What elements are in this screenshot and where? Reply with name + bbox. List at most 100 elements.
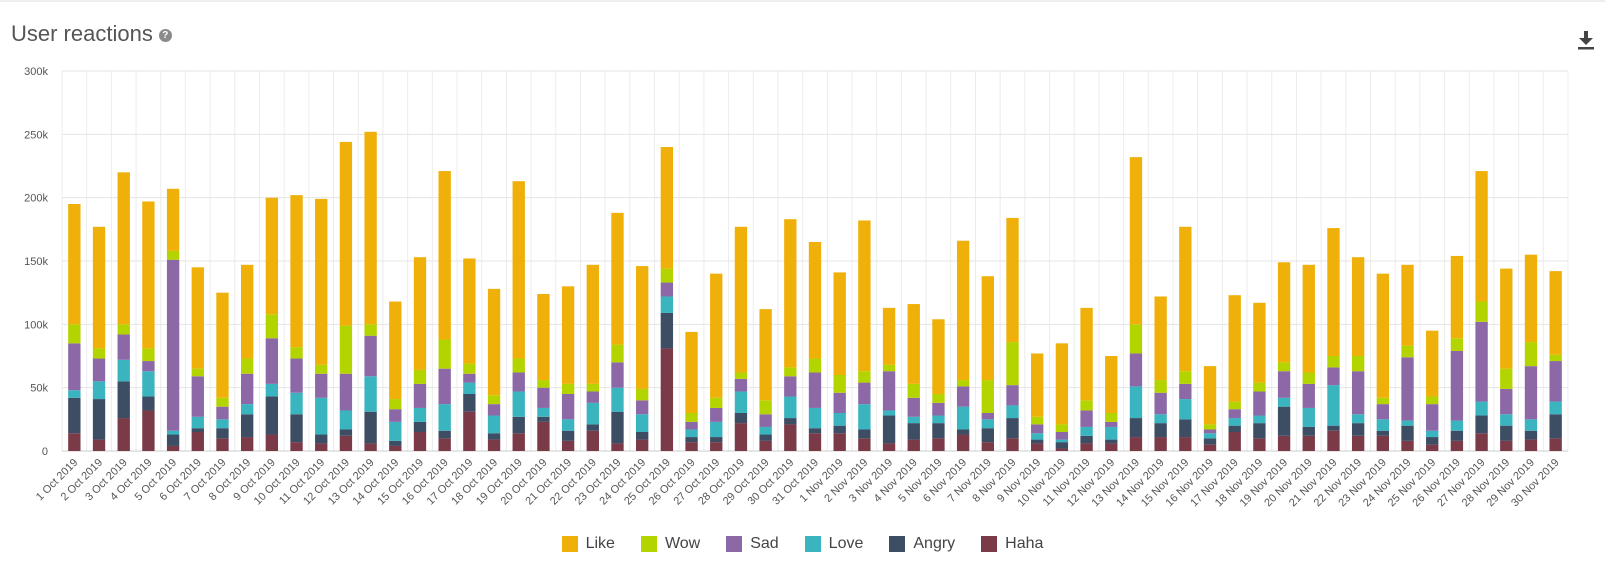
- bar-segment-love: 23 Nov 2019 — Love: 9000: [1376, 419, 1390, 431]
- bar-segment-haha: 18 Nov 2019 — Haha: 10000: [1253, 438, 1266, 451]
- bar-segment-love: 4 Oct 2019 — Love: 20000: [142, 371, 155, 397]
- bar-segment-wow: 30 Nov 2019 — Wow: 5000: [1549, 354, 1562, 362]
- bar-segment-wow: 6 Nov 2019 — Wow: 5000: [956, 380, 970, 387]
- bar-segment-haha: 10 Nov 2019 — Haha: 2000: [1055, 448, 1069, 451]
- bar-segment-angry: 2 Nov 2019 — Angry: 7000: [858, 429, 871, 439]
- legend-item-wow[interactable]: Wow: [640, 535, 700, 553]
- legend-item-like[interactable]: Like: [561, 535, 615, 553]
- bar-segment-wow: 10 Oct 2019 — Wow: 9000: [290, 347, 303, 359]
- bar-segment-like: 17 Oct 2019 — Like: 83000: [463, 258, 476, 364]
- bar-segment-angry: 6 Nov 2019 — Angry: 4000: [956, 429, 970, 435]
- bar-segment-wow: 20 Nov 2019 — Wow: 9000: [1302, 372, 1315, 384]
- bar-segment-sad: 19 Oct 2019 — Sad: 15000: [512, 372, 525, 392]
- bar-segment-love: 15 Nov 2019 — Love: 16000: [1179, 399, 1192, 420]
- bar-segment-sad: 14 Oct 2019 — Sad: 10000: [389, 409, 402, 422]
- bar-segment-haha: 19 Oct 2019 — Haha: 14000: [512, 433, 525, 451]
- bar-segment-sad: 9 Oct 2019 — Sad: 36000: [265, 338, 279, 384]
- bar-segment-love: 5 Oct 2019 — Love: 3000: [166, 430, 180, 435]
- bar-segment-sad: 30 Oct 2019 — Sad: 16000: [784, 376, 797, 397]
- bar-segment-love: 22 Oct 2019 — Love: 17000: [586, 402, 599, 425]
- bar-segment-sad: 18 Oct 2019 — Sad: 9000: [487, 404, 501, 416]
- top-divider: [0, 0, 1605, 2]
- bar-segment-wow: 10 Nov 2019 — Wow: 6000: [1055, 424, 1069, 432]
- legend-item-haha[interactable]: Haha: [981, 535, 1043, 553]
- stacked-bar-chart: 0 50k 100k 150k 200k 250k 300k 1 Oct 2019 — Hah…: [24, 66, 1569, 509]
- bar-segment-love: 3 Oct 2019 — Love: 17000: [117, 359, 130, 382]
- bar-segment-angry: 14 Nov 2019 — Angry: 11000: [1154, 423, 1167, 438]
- bar-segment-angry: 23 Oct 2019 — Angry: 25000: [611, 411, 624, 444]
- bar-segment-sad: 25 Nov 2019 — Sad: 21000: [1426, 404, 1439, 431]
- legend-swatch: [561, 536, 578, 552]
- bar-segment-like: 25 Oct 2019 — Like: 96000: [660, 147, 674, 269]
- bar-segment-love: 12 Nov 2019 — Love: 10000: [1105, 426, 1118, 440]
- bar-segment-wow: 12 Oct 2019 — Wow: 38000: [339, 325, 353, 374]
- bar-segment-wow: 15 Oct 2019 — Wow: 11000: [413, 369, 427, 384]
- bar-segment-like: 22 Oct 2019 — Like: 94000: [586, 264, 599, 384]
- legend-swatch: [640, 536, 657, 552]
- bar-segment-like: 8 Oct 2019 — Like: 74000: [240, 264, 254, 359]
- bar-segment-haha: 13 Nov 2019 — Haha: 11000: [1129, 437, 1143, 451]
- bar-segment-love: 18 Oct 2019 — Love: 14000: [487, 415, 501, 434]
- bar-segment-wow: 4 Nov 2019 — Wow: 11000: [907, 383, 920, 398]
- bar-segment-like: 10 Nov 2019 — Like: 64000: [1055, 343, 1069, 425]
- bar-segment-love: 9 Nov 2019 — Love: 5000: [1031, 433, 1044, 440]
- bar-segment-wow: 9 Oct 2019 — Wow: 19000: [265, 314, 279, 339]
- bar-segment-like: 3 Nov 2019 — Like: 45000: [882, 307, 896, 365]
- legend-item-sad[interactable]: Sad: [726, 535, 779, 553]
- bar-segment-like: 12 Oct 2019 — Like: 145000: [339, 141, 353, 326]
- bar-segment-like: 2 Nov 2019 — Like: 119000: [858, 220, 871, 372]
- chart-title: User reactions: [11, 21, 153, 46]
- bar-segment-haha: 20 Oct 2019 — Haha: 23000: [537, 421, 550, 451]
- bar-segment-sad: 6 Oct 2019 — Sad: 32000: [191, 376, 204, 417]
- bar-segment-love: 30 Nov 2019 — Love: 10000: [1549, 401, 1562, 415]
- bar-segment-like: 6 Nov 2019 — Like: 110000: [956, 240, 970, 381]
- bar-segment-angry: 22 Oct 2019 — Angry: 5000: [586, 424, 599, 431]
- bar-segment-angry: 30 Oct 2019 — Angry: 5000: [784, 418, 797, 425]
- bar-segment-wow: 25 Oct 2019 — Wow: 11000: [660, 268, 674, 283]
- download-icon[interactable]: [1577, 30, 1595, 50]
- bar-segment-sad: 9 Nov 2019 — Sad: 7000: [1031, 424, 1044, 434]
- bar-segment-wow: 17 Nov 2019 — Wow: 6000: [1228, 401, 1241, 410]
- y-tick-label: 100k: [24, 319, 48, 331]
- legend-item-love[interactable]: Love: [804, 535, 863, 553]
- bar-segment-angry: 20 Nov 2019 — Angry: 7000: [1302, 426, 1315, 436]
- y-tick-label: 250k: [24, 129, 48, 141]
- bar-segment-angry: 3 Oct 2019 — Angry: 29000: [117, 381, 130, 419]
- legend-item-angry[interactable]: Angry: [889, 535, 955, 553]
- bar-segment-love: 27 Oct 2019 — Love: 12000: [710, 421, 723, 438]
- bar-segment-like: 24 Nov 2019 — Like: 64000: [1401, 264, 1414, 346]
- bar-segment-like: 11 Nov 2019 — Like: 73000: [1080, 307, 1093, 401]
- bar-segment-wow: 18 Oct 2019 — Wow: 7000: [487, 395, 501, 405]
- bar-segment-angry: 6 Oct 2019 — Angry: 3000: [191, 428, 204, 432]
- bar-segment-love: 13 Nov 2019 — Love: 25000: [1129, 386, 1143, 419]
- bar-segment-wow: 28 Nov 2019 — Wow: 16000: [1500, 368, 1513, 389]
- bar-segment-angry: 18 Nov 2019 — Angry: 12000: [1253, 423, 1266, 439]
- bar-segment-wow: 20 Oct 2019 — Wow: 6000: [537, 380, 550, 388]
- bar-segment-like: 19 Oct 2019 — Like: 140000: [512, 181, 525, 359]
- bar-segment-angry: 21 Nov 2019 — Angry: 4000: [1327, 425, 1340, 431]
- question-circle-icon[interactable]: ?: [158, 29, 172, 42]
- legend-label: Like: [585, 535, 615, 552]
- bar-segment-sad: 14 Nov 2019 — Sad: 17000: [1154, 392, 1167, 415]
- bar-segment-haha: 11 Nov 2019 — Haha: 6000: [1080, 443, 1093, 451]
- y-tick-label: 0: [42, 446, 48, 458]
- bar-segment-angry: 11 Nov 2019 — Angry: 6000: [1080, 435, 1093, 444]
- legend-swatch: [726, 536, 743, 552]
- bar-segment-haha: 13 Oct 2019 — Haha: 6000: [364, 443, 377, 451]
- bar-segment-love: 22 Nov 2019 — Love: 7000: [1351, 414, 1365, 424]
- bar-segment-wow: 21 Nov 2019 — Wow: 9000: [1327, 356, 1340, 368]
- bar-segment-angry: 24 Oct 2019 — Angry: 6000: [636, 432, 649, 440]
- bar-segment-wow: 14 Nov 2019 — Wow: 10000: [1154, 380, 1167, 393]
- bar-segment-sad: 17 Nov 2019 — Sad: 7000: [1228, 409, 1241, 419]
- bar-segment-like: 21 Oct 2019 — Like: 77000: [561, 286, 575, 384]
- bar-segment-haha: 5 Oct 2019 — Haha: 4000: [166, 445, 180, 451]
- bar-segment-like: 11 Oct 2019 — Like: 131000: [315, 198, 328, 365]
- bar-segment-sad: 1 Oct 2019 — Sad: 37000: [68, 343, 81, 391]
- y-tick-label: 50k: [30, 383, 48, 395]
- bar-segment-like: 27 Nov 2019 — Like: 103000: [1475, 171, 1488, 302]
- bar-segment-sad: 7 Nov 2019 — Sad: 5000: [981, 413, 994, 420]
- bar-segment-like: 7 Oct 2019 — Like: 83000: [216, 292, 229, 398]
- bar-segment-haha: 2 Oct 2019 — Haha: 9000: [92, 439, 106, 451]
- y-tick-label: 200k: [24, 193, 48, 205]
- bar-segment-sad: 24 Oct 2019 — Sad: 11000: [636, 400, 649, 415]
